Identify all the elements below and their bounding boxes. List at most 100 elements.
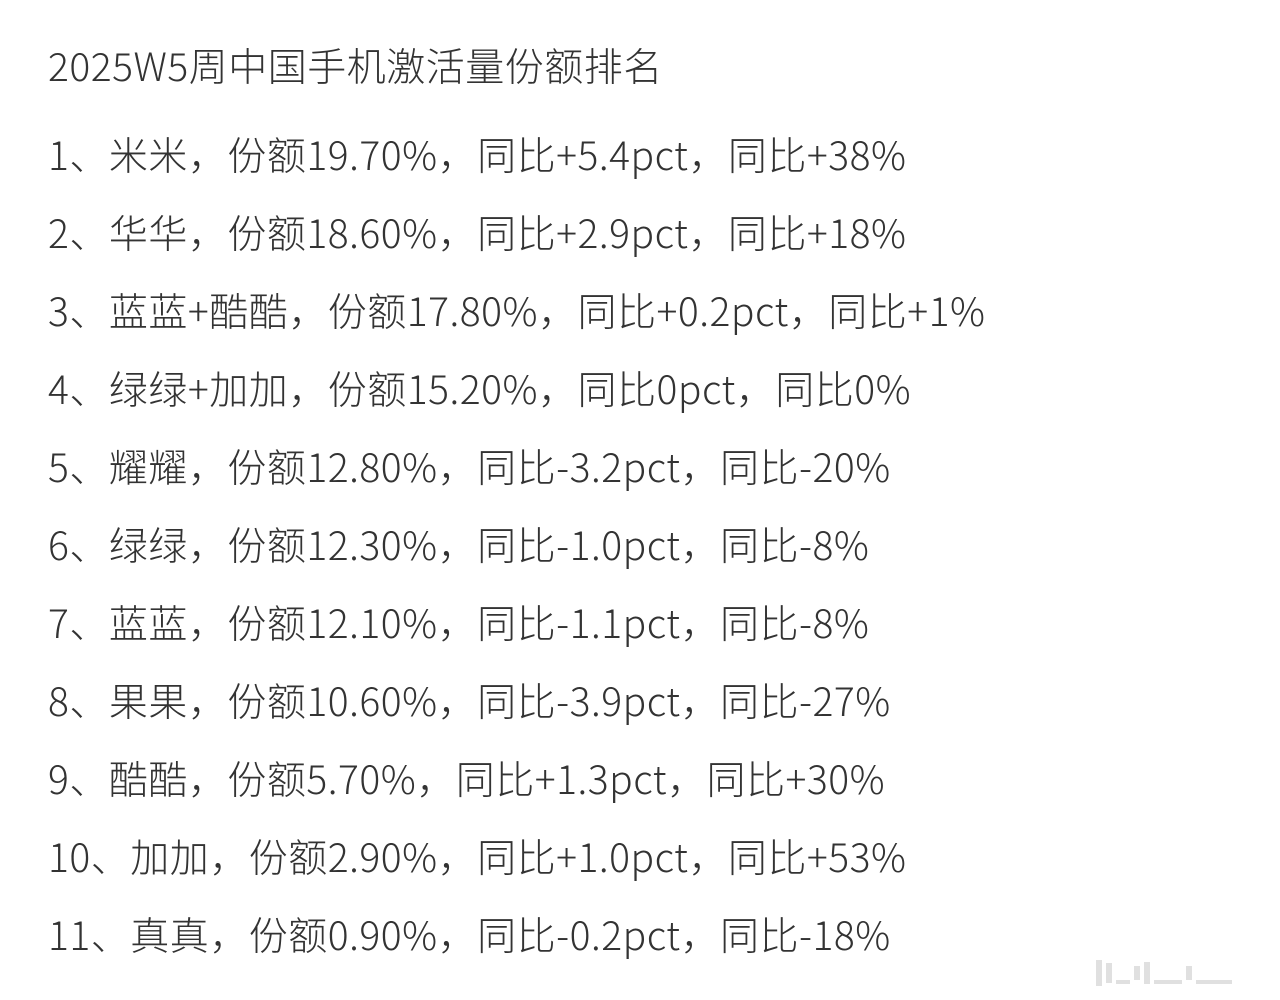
brand-name: 绿绿+加加 — [109, 360, 288, 416]
separator: 、 — [69, 126, 109, 182]
separator: ， — [438, 828, 478, 884]
brand-name: 华华 — [109, 204, 188, 260]
page-title: 2025W5周中国手机激活量份额排名 — [48, 36, 1240, 95]
ranking-row: 10、加加，份额2.90%，同比+1.0pct，同比+53% — [48, 817, 1240, 895]
separator: 、 — [69, 360, 109, 416]
separator: ， — [680, 906, 720, 962]
rank-number: 3 — [48, 282, 69, 338]
separator: ， — [667, 750, 707, 806]
separator: ， — [438, 438, 478, 494]
yoy-pct-value: 同比0pct — [578, 360, 736, 416]
yoy-growth-value: 同比-8% — [720, 516, 869, 572]
rank-number: 4 — [48, 360, 69, 416]
separator: ， — [438, 126, 478, 182]
share-value: 份额2.90% — [249, 828, 438, 884]
separator: ， — [188, 204, 228, 260]
separator: ， — [209, 828, 249, 884]
share-value: 份额12.80% — [227, 438, 437, 494]
rank-number: 9 — [48, 750, 69, 806]
separator: 、 — [69, 438, 109, 494]
brand-name: 蓝蓝+酷酷 — [109, 282, 288, 338]
yoy-growth-value: 同比+30% — [707, 750, 886, 806]
yoy-pct-value: 同比-1.1pct — [477, 594, 680, 650]
brand-name: 绿绿 — [109, 516, 188, 572]
yoy-growth-value: 同比+18% — [728, 204, 907, 260]
separator: 、 — [69, 204, 109, 260]
separator: 、 — [91, 906, 131, 962]
yoy-pct-value: 同比+2.9pct — [477, 204, 688, 260]
ranking-row: 1、米米，份额19.70%，同比+5.4pct，同比+38% — [48, 115, 1240, 193]
yoy-growth-value: 同比-8% — [720, 594, 869, 650]
ranking-list: 1、米米，份额19.70%，同比+5.4pct，同比+38%2、华华，份额18.… — [48, 115, 1240, 973]
ranking-row: 11、真真，份额0.90%，同比-0.2pct，同比-18% — [48, 895, 1240, 973]
separator: ， — [680, 516, 720, 572]
separator: ， — [188, 438, 228, 494]
separator: ， — [188, 672, 228, 728]
ranking-row: 5、耀耀，份额12.80%，同比-3.2pct，同比-20% — [48, 427, 1240, 505]
separator: ， — [680, 438, 720, 494]
separator: 、 — [69, 750, 109, 806]
ranking-row: 8、果果，份额10.60%，同比-3.9pct，同比-27% — [48, 661, 1240, 739]
separator: ， — [209, 906, 249, 962]
brand-name: 酷酷 — [109, 750, 188, 806]
share-value: 份额18.60% — [227, 204, 437, 260]
share-value: 份额12.30% — [227, 516, 437, 572]
brand-name: 果果 — [109, 672, 188, 728]
yoy-pct-value: 同比+0.2pct — [578, 282, 789, 338]
share-value: 份额5.70% — [227, 750, 416, 806]
separator: ， — [416, 750, 456, 806]
separator: ， — [438, 204, 478, 260]
ranking-row: 4、绿绿+加加，份额15.20%，同比0pct，同比0% — [48, 349, 1240, 427]
separator: ， — [438, 516, 478, 572]
yoy-growth-value: 同比+53% — [728, 828, 907, 884]
share-value: 份额19.70% — [227, 126, 437, 182]
separator: 、 — [69, 594, 109, 650]
separator: ， — [538, 282, 578, 338]
share-value: 份额12.10% — [227, 594, 437, 650]
rank-number: 5 — [48, 438, 69, 494]
rank-number: 2 — [48, 204, 69, 260]
separator: ， — [288, 360, 328, 416]
ranking-row: 9、酷酷，份额5.70%，同比+1.3pct，同比+30% — [48, 739, 1240, 817]
brand-name: 米米 — [109, 126, 188, 182]
separator: ， — [736, 360, 776, 416]
rank-number: 7 — [48, 594, 69, 650]
rank-number: 10 — [48, 828, 91, 884]
yoy-growth-value: 同比-27% — [720, 672, 891, 728]
yoy-growth-value: 同比-20% — [720, 438, 891, 494]
yoy-growth-value: 同比-18% — [720, 906, 891, 962]
separator: ， — [688, 828, 728, 884]
separator: ， — [688, 126, 728, 182]
rank-number: 8 — [48, 672, 69, 728]
share-value: 份额17.80% — [328, 282, 538, 338]
separator: ， — [188, 516, 228, 572]
yoy-growth-value: 同比+1% — [828, 282, 985, 338]
separator: ， — [680, 594, 720, 650]
yoy-pct-value: 同比-1.0pct — [477, 516, 680, 572]
separator: 、 — [91, 828, 131, 884]
separator: ， — [188, 126, 228, 182]
separator: ， — [438, 672, 478, 728]
separator: 、 — [69, 672, 109, 728]
separator: ， — [538, 360, 578, 416]
rank-number: 1 — [48, 126, 69, 182]
yoy-growth-value: 同比0% — [775, 360, 911, 416]
separator: ， — [438, 594, 478, 650]
separator: ， — [288, 282, 328, 338]
brand-name: 真真 — [130, 906, 209, 962]
share-value: 份额15.20% — [328, 360, 538, 416]
yoy-pct-value: 同比+1.0pct — [477, 828, 688, 884]
brand-name: 加加 — [130, 828, 209, 884]
ranking-row: 7、蓝蓝，份额12.10%，同比-1.1pct，同比-8% — [48, 583, 1240, 661]
separator: ， — [680, 672, 720, 728]
yoy-pct-value: 同比-0.2pct — [477, 906, 680, 962]
watermark-icon — [1096, 960, 1232, 986]
brand-name: 蓝蓝 — [109, 594, 188, 650]
yoy-growth-value: 同比+38% — [728, 126, 907, 182]
rank-number: 6 — [48, 516, 69, 572]
share-value: 份额10.60% — [227, 672, 437, 728]
ranking-row: 2、华华，份额18.60%，同比+2.9pct，同比+18% — [48, 193, 1240, 271]
separator: ， — [188, 750, 228, 806]
yoy-pct-value: 同比-3.9pct — [477, 672, 680, 728]
separator: 、 — [69, 516, 109, 572]
